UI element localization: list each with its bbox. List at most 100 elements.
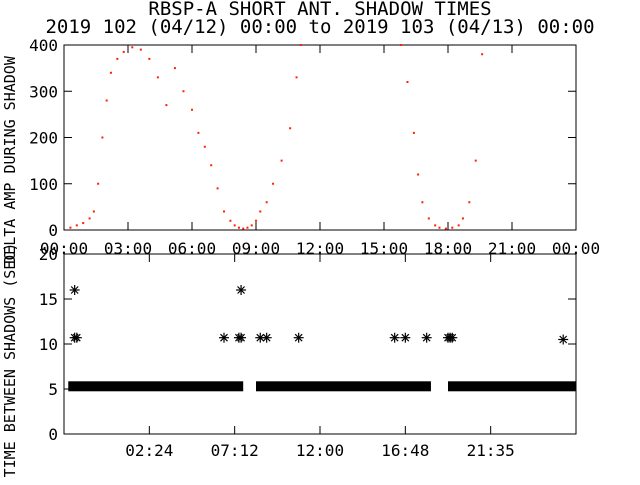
shadow-delta-point [237,226,240,229]
y-tick-label: 0 [48,221,58,240]
chart-subtitle: 2019 102 (04/12) 00:00 to 2019 103 (04/1… [45,16,594,38]
bottom-y-axis-label: TIME BETWEEN SHADOWS (SEC) [1,243,19,478]
shadow-interval-point [293,332,304,343]
shadow-interval-point [236,285,247,295]
shadow-delta-point [400,44,403,46]
shadow-interval-band [68,381,244,392]
shadow-interval-band [448,381,576,392]
shadow-delta-point [69,226,72,229]
bottom-plot-frame [63,253,577,435]
shadow-delta-point [191,108,193,111]
shadow-delta-point [265,201,268,204]
shadow-delta-point [299,44,302,46]
shadow-interval-point [219,332,229,343]
shadow-delta-point [92,210,95,213]
shadow-delta-point [97,182,100,185]
shadow-delta-point [88,217,91,220]
shadow-delta-point [173,67,176,70]
shadow-delta-point [250,224,253,227]
shadow-interval-point [558,334,569,345]
bottom-y-ticks: 0 5 10 15 20 [39,245,576,444]
x-tick-label: 07:12 [211,441,259,460]
y-tick-label: 100 [29,175,58,194]
shadow-interval-point [236,332,247,343]
shadow-delta-point [280,159,283,162]
shadow-delta-point [481,53,484,56]
shadow-delta-point [295,76,298,79]
shadow-delta-point [165,104,168,107]
x-tick-label: 12:00 [296,441,344,460]
shadow-delta-point [417,173,420,176]
shadow-delta-point [233,224,236,227]
shadow-delta-point [210,164,213,167]
shadow-interval-point [71,332,82,343]
shadow-delta-point [197,131,200,134]
x-tick-label: 00:00 [552,239,600,258]
shadow-delta-point [203,145,206,148]
bottom-panel: TIME BETWEEN SHADOWS (SEC) 0 5 10 15 20 02:2… [1,243,577,478]
top-y-axis-label: DELTA AMP DURING SHADOW [1,55,19,264]
shadow-delta-point [216,187,219,190]
shadow-delta-point [468,201,471,204]
shadow-delta-point [156,76,159,79]
top-x-ticks: 00:00 03:00 06:00 09:00 12:00 15:00 18:00 21:00… [40,45,600,258]
shadow-delta-point [434,224,437,227]
shadow-delta-point [421,201,424,204]
shadow-delta-point [148,57,151,60]
shadow-interval-point [389,332,400,343]
shadow-interval-band [256,381,431,392]
x-tick-label: 06:00 [168,239,216,258]
x-tick-label: 12:00 [296,239,344,258]
shadow-delta-point [272,182,275,185]
x-tick-label: 00:00 [40,239,88,258]
shadow-delta-point [259,210,262,213]
shadow-delta-point [412,131,415,134]
x-tick-label: 02:24 [125,441,173,460]
shadow-delta-point [451,226,454,229]
shadow-interval-point [447,332,458,343]
x-tick-label: 03:00 [104,239,152,258]
shadow-delta-point [109,71,112,74]
top-panel: DELTA AMP DURING SHADOW 0 100 200 300 400 00… [1,36,600,264]
shadow-delta-point [105,99,108,102]
top-y-ticks: 0 100 200 300 400 [29,36,576,240]
shadow-delta-point [444,227,447,230]
shadow-delta-point [122,50,125,53]
shadow-delta-point [438,226,441,229]
bottom-x-ticks: 02:24 07:12 12:00 16:48 21:35 [125,254,515,460]
shadow-delta-point [406,81,409,83]
shadow-delta-point [182,90,185,93]
shadow-delta-point [474,159,477,162]
x-tick-label: 21:35 [467,441,515,460]
top-plot-frame [63,44,577,231]
x-tick-label: 18:00 [424,239,472,258]
shadow-delta-point [223,210,225,213]
shadow-delta-point [101,136,104,139]
y-tick-label: 400 [29,36,58,55]
shadow-delta-point [289,127,292,130]
shadow-delta-point [427,217,430,220]
x-tick-label: 16:48 [381,441,429,460]
shadow-delta-point [457,224,460,227]
x-tick-label: 15:00 [360,239,408,258]
bottom-data-points [68,285,576,392]
shadow-interval-point [400,332,411,343]
shadow-delta-point [461,217,464,220]
top-data-points [69,44,484,230]
shadow-delta-point [139,48,142,51]
y-tick-label: 10 [39,335,58,354]
shadow-delta-point [116,57,119,60]
x-tick-label: 09:00 [232,239,280,258]
y-tick-label: 20 [39,245,58,264]
shadow-delta-point [246,226,249,229]
shadow-interval-point [421,332,432,343]
shadow-delta-point [75,224,78,227]
shadow-delta-point [82,222,85,225]
y-tick-label: 300 [29,82,58,101]
shadow-delta-point [229,219,232,222]
x-tick-label: 21:00 [488,239,536,258]
y-tick-label: 5 [48,380,58,399]
shadow-interval-point [69,285,80,295]
y-tick-label: 200 [29,129,58,148]
